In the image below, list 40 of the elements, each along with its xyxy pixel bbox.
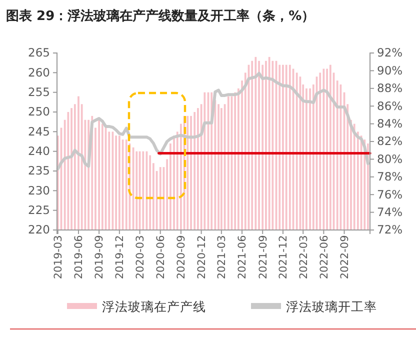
y-tick-label: 255 [28,85,50,100]
x-tick-label: 2021-12 [278,235,290,280]
y2-tick-label: 82% [377,134,403,148]
y2-tick-label: 74% [377,204,403,219]
y2-tick-label: 80% [377,152,403,166]
y-tick-label: 230 [28,183,50,198]
x-tick-label: 2019-06 [73,234,86,280]
y-tick-label: 225 [28,203,50,218]
x-tick-label: 2020-06 [155,234,168,280]
y-tick-label: 240 [28,144,50,158]
y2-tick-label: 72% [377,222,403,237]
y-tick-label: 235 [28,164,50,178]
x-tick-label: 2021-06 [236,234,249,280]
x-tick-label: 2019-09 [94,235,106,280]
x-tick-label: 2022-06 [318,234,330,280]
legend-label: 浮法玻璃开工率 [286,299,377,314]
x-tick-label: 2019-03 [52,235,65,280]
legend-label: 浮法玻璃在产产线 [102,299,206,314]
y2-tick-label: 84% [377,116,403,130]
y-tick-label: 220 [28,222,50,237]
y-tick-label: 260 [28,65,50,80]
x-tick-label: 2020-12 [196,235,208,280]
y2-tick-label: 86% [377,98,403,113]
x-tick-label: 2021-09 [257,235,270,280]
y2-tick-label: 90% [377,63,403,78]
x-tick-label: 2022-09 [338,235,351,280]
x-tick-label: 2021-03 [216,235,228,280]
x-tick-label: 2022-03 [298,235,310,280]
y-tick-label: 250 [28,104,50,119]
line-series [56,72,370,170]
y-tick-label: 265 [28,46,50,60]
y2-tick-label: 88% [377,81,403,96]
x-tick-label: 2020-09 [176,235,188,280]
x-tick-label: 2020-03 [134,235,146,280]
x-tick-label: 2019-12 [114,235,126,280]
chart-title: 图表 29：浮法玻璃在产产线数量及开工率（条，%） [6,8,315,24]
y2-tick-label: 92% [377,46,403,60]
y2-tick-label: 76% [377,187,403,202]
y2-tick-label: 78% [377,170,403,184]
y-tick-label: 245 [28,124,50,138]
